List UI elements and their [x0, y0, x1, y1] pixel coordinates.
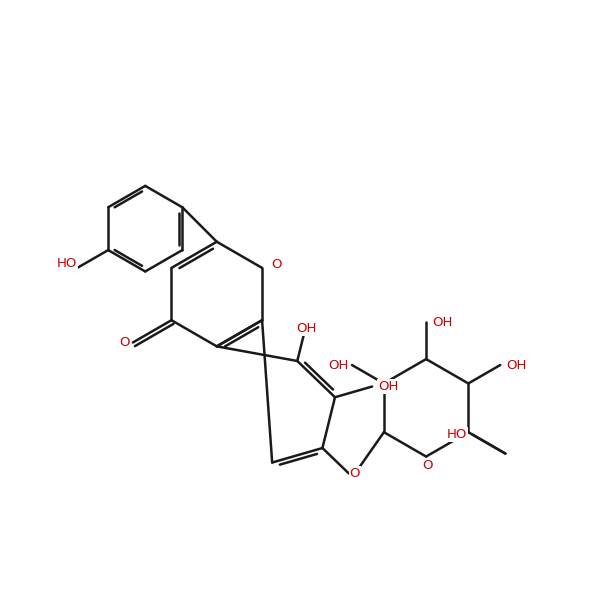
Text: OH: OH [329, 359, 349, 371]
Text: OH: OH [432, 316, 452, 329]
Text: OH: OH [378, 380, 398, 393]
Text: O: O [350, 467, 360, 480]
Text: O: O [422, 459, 433, 472]
Text: HO: HO [57, 257, 77, 269]
Text: OH: OH [506, 359, 527, 371]
Text: OH: OH [296, 322, 317, 335]
Text: O: O [271, 259, 281, 271]
Text: HO: HO [447, 428, 467, 441]
Text: O: O [119, 336, 130, 349]
